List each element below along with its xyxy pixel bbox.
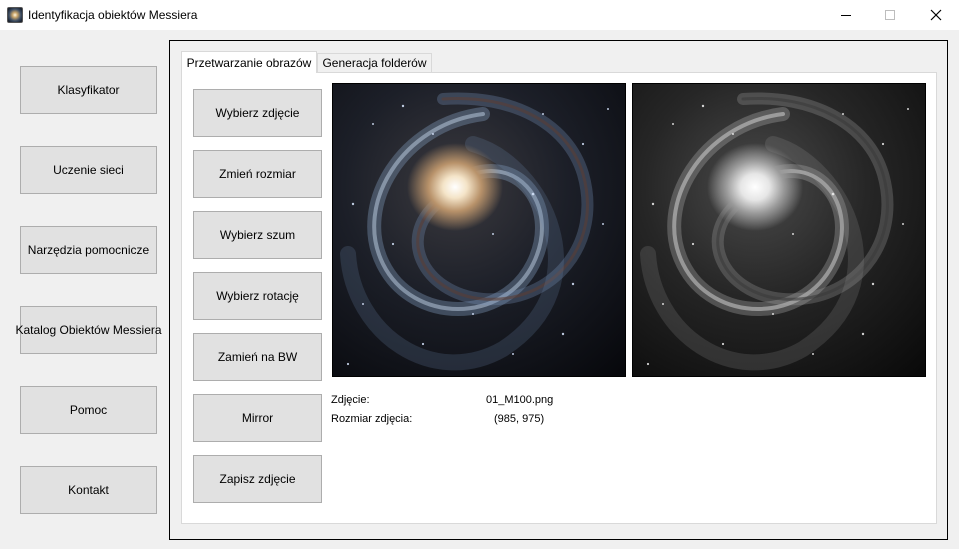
maximize-button[interactable] [867, 0, 913, 30]
mirror-button[interactable]: Mirror [193, 394, 322, 442]
minimize-button[interactable] [823, 0, 869, 30]
select-image-button[interactable]: Wybierz zdjęcie [193, 89, 322, 137]
select-noise-button[interactable]: Wybierz szum [193, 211, 322, 259]
minimize-icon [841, 15, 851, 16]
image-size-label: Rozmiar zdjęcia: [331, 413, 413, 425]
nav-kontakt-button[interactable]: Kontakt [20, 466, 157, 514]
file-name-value: 01_M100.png [486, 394, 554, 406]
processed-image [632, 83, 926, 377]
maximize-icon [885, 10, 895, 20]
close-icon [930, 9, 942, 21]
save-image-button[interactable]: Zapisz zdjęcie [193, 455, 322, 503]
tab-generacja-folderow[interactable]: Generacja folderów [317, 53, 432, 72]
nav-katalog-button[interactable]: Katalog Obiektów Messiera [15, 306, 162, 354]
nav-klasyfikator-button[interactable]: Klasyfikator [20, 66, 157, 114]
resize-button[interactable]: Zmień rozmiar [193, 150, 322, 198]
app-galaxy-icon [7, 7, 23, 23]
tab-przetwarzanie-obrazow[interactable]: Przetwarzanie obrazów [181, 51, 317, 73]
original-image [332, 83, 626, 377]
close-button[interactable] [913, 0, 959, 30]
nav-narzedzia-button[interactable]: Narzędzia pomocnicze [20, 226, 157, 274]
nav-uczenie-sieci-button[interactable]: Uczenie sieci [20, 146, 157, 194]
image-size-value: (985, 975) [494, 413, 545, 425]
select-rotation-button[interactable]: Wybierz rotację [193, 272, 322, 320]
title-bar: Identyfikacja obiektów Messiera [0, 0, 959, 30]
convert-bw-button[interactable]: Zamień na BW [193, 333, 322, 381]
nav-pomoc-button[interactable]: Pomoc [20, 386, 157, 434]
window-title: Identyfikacja obiektów Messiera [28, 8, 198, 22]
file-name-label: Zdjęcie: [331, 394, 370, 406]
